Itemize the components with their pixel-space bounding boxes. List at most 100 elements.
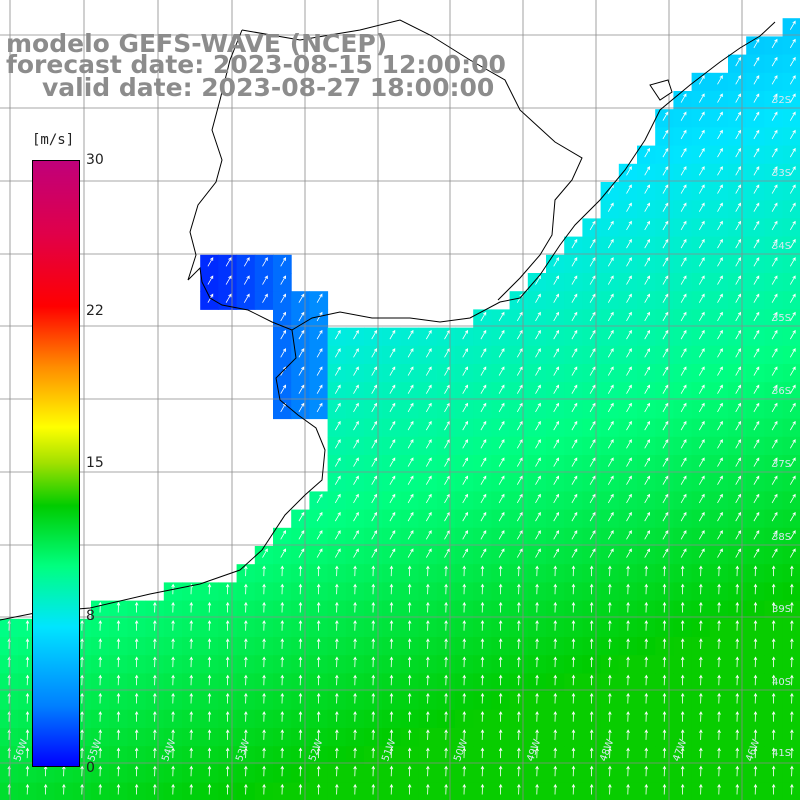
wind-arrow [80, 692, 84, 704]
wind-arrow [717, 366, 723, 376]
wind-arrow [644, 601, 649, 613]
wind-arrow [789, 20, 796, 30]
wind-arrow [98, 765, 103, 777]
wind-arrow [80, 729, 84, 740]
wind-arrow [717, 747, 721, 759]
wind-arrow [644, 548, 651, 558]
wind-arrow [789, 38, 796, 49]
wind-arrow [662, 147, 669, 158]
wind-arrow [335, 747, 339, 759]
wind-arrow [626, 620, 630, 631]
wind-arrow [553, 475, 560, 485]
wind-arrow [498, 348, 505, 358]
wind-arrow [116, 692, 121, 704]
wind-arrow [407, 620, 412, 631]
wind-arrow [353, 583, 357, 595]
wind-arrow [262, 565, 266, 577]
wind-arrow [407, 366, 414, 376]
wind-arrow [98, 656, 103, 668]
wind-arrow [207, 765, 212, 777]
wind-arrow [353, 420, 359, 431]
wind-arrow [753, 420, 760, 431]
wind-arrow [735, 93, 742, 103]
wind-arrow [207, 711, 212, 722]
wind-arrow [771, 565, 776, 577]
wind-arrow [753, 329, 760, 340]
wind-arrow [662, 548, 669, 558]
wind-arrow [607, 511, 614, 522]
wind-arrow [171, 783, 175, 795]
wind-arrow [717, 420, 723, 431]
wind-arrow [771, 348, 778, 358]
wind-arrow [753, 220, 760, 231]
lat-label-39s: 39S [772, 604, 792, 615]
lat-label-36s: 36S [772, 386, 792, 397]
wind-arrow [608, 565, 612, 577]
wind-arrow [189, 638, 194, 649]
wind-arrow [662, 238, 669, 249]
wind-arrow [280, 530, 287, 540]
wind-arrow [589, 420, 596, 431]
wind-arrow [407, 420, 414, 431]
wind-arrow [626, 765, 630, 777]
wind-arrow [389, 329, 396, 340]
wind-arrow [789, 184, 796, 194]
wind-arrow [699, 620, 703, 631]
wind-arrow [371, 457, 378, 467]
wind-arrow [753, 783, 758, 795]
wind-arrow [698, 511, 705, 522]
wind-direction-arrows [7, 20, 796, 795]
wind-arrow [626, 511, 632, 522]
wind-arrow [425, 475, 432, 485]
wind-arrow [389, 402, 396, 413]
wind-arrow [662, 620, 667, 631]
wind-arrow [753, 402, 760, 413]
wind-arrow [589, 439, 596, 449]
wind-arrow [662, 783, 667, 795]
wind-arrow [698, 220, 705, 231]
wind-arrow [462, 711, 467, 722]
wind-arrow [389, 620, 394, 631]
wind-arrow [316, 565, 321, 577]
wind-arrow [626, 747, 630, 759]
wind-arrow [589, 548, 596, 558]
wind-arrow [298, 747, 303, 759]
wind-arrow [698, 257, 705, 267]
wind-arrow [171, 601, 175, 613]
wind-arrow [717, 184, 723, 194]
wind-arrow [644, 202, 651, 212]
wind-arrow [262, 638, 266, 649]
wind-arrow [571, 729, 576, 740]
wind-arrow [644, 692, 649, 704]
wind-arrow [644, 147, 651, 158]
wind-arrow [626, 656, 630, 668]
wind-arrow [280, 548, 287, 558]
wind-arrow [516, 511, 523, 522]
wind-arrow [607, 238, 614, 249]
wind-arrow [498, 565, 503, 577]
wind-arrow [771, 511, 778, 522]
wind-arrow [280, 692, 285, 704]
wind-arrow [735, 457, 742, 467]
wind-arrow [498, 511, 505, 522]
wind-arrow [771, 439, 778, 449]
wind-arrow [371, 420, 378, 431]
wind-arrow [735, 674, 740, 686]
lat-label-40s: 40S [772, 677, 792, 688]
wind-arrow [153, 638, 157, 649]
wind-arrow [80, 638, 84, 649]
wind-arrow [316, 329, 323, 340]
wind-arrow [589, 493, 596, 504]
wind-arrow [753, 656, 758, 668]
wind-arrow [680, 674, 685, 686]
wind-arrow [189, 674, 194, 686]
wind-arrow [626, 548, 632, 558]
wind-arrow [644, 257, 651, 267]
wind-arrow [425, 420, 432, 431]
wind-arrow [608, 583, 612, 595]
wind-arrow [371, 493, 378, 504]
wind-arrow [608, 747, 612, 759]
wind-arrow [644, 493, 651, 504]
colorbar-unit: [m/s] [32, 132, 75, 148]
wind-arrow [771, 530, 778, 540]
